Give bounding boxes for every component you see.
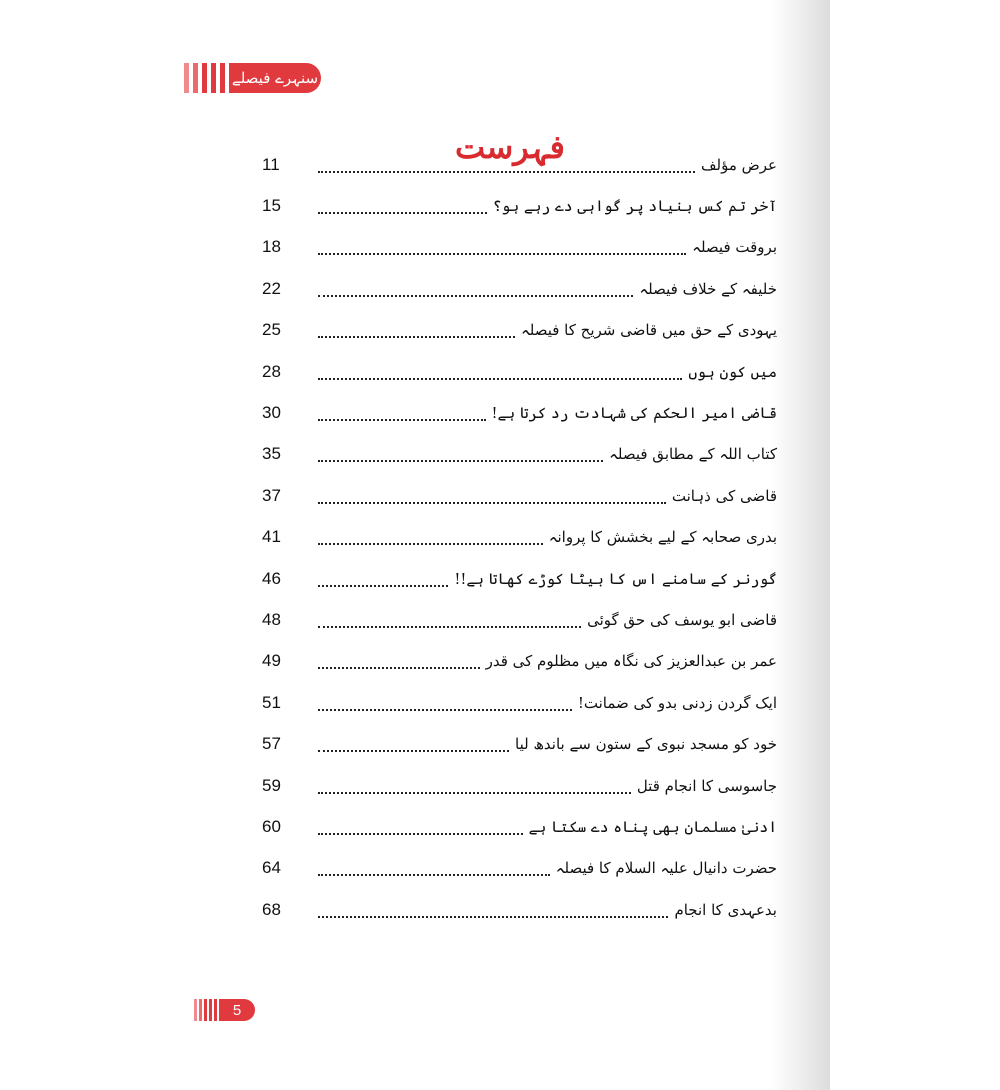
dot-leader — [318, 823, 523, 835]
dot-leader — [318, 699, 572, 711]
dot-leader — [318, 243, 687, 256]
running-header: سنہرے فیصلے — [184, 63, 321, 93]
dot-leader — [318, 326, 515, 339]
entry-title: عمر بن عبدالعزیز کی نگاہ میں مظلوم کی قد… — [485, 652, 777, 671]
entry-page: 22 — [262, 278, 281, 298]
dot-leader — [318, 657, 480, 670]
entry-page: 64 — [262, 858, 281, 878]
entry-title: یہودی کے حق میں قاضی شریح کا فیصلہ — [520, 321, 777, 340]
entry-title: ادنیٰ مسلمان بھی پناہ دے سکتا ہے — [528, 817, 777, 836]
entry-title: قاضی کی ذہانت — [671, 486, 777, 505]
toc-entry: میں کون ہوں 28 — [262, 351, 777, 392]
toc-entry: آخر تم کس بنیاد پر گواہی دے رہے ہو؟ 15 — [262, 185, 777, 226]
entry-page: 11 — [262, 154, 280, 174]
entry-title: آخر تم کس بنیاد پر گواہی دے رہے ہو؟ — [492, 197, 777, 216]
entry-page: 51 — [262, 692, 281, 712]
book-page: سنہرے فیصلے فہرست عرض مؤلف 11 آخر تم کس بن… — [0, 0, 830, 1090]
entry-title: میں کون ہوں — [688, 362, 777, 381]
dot-leader — [318, 285, 634, 297]
entry-title: بدعہدی کا انجام — [674, 900, 777, 919]
header-stripes — [184, 63, 225, 93]
toc-entry: خود کو مسجد نبوی کے ستون سے باندھ لیا 57 — [262, 723, 777, 764]
entry-title: ایک گردن زدنی بدو کی ضمانت! — [577, 693, 777, 712]
toc-entry: کتاب اللہ کے مطابق فیصلہ 35 — [262, 434, 777, 475]
dot-leader — [318, 616, 582, 628]
dot-leader — [318, 533, 543, 546]
toc-entry: قاضی ابو یوسف کی حق گوئی 48 — [262, 599, 777, 640]
entry-title: گورنر کے سامنے اس کا بیٹا کوڑے کھاتا ہے!… — [454, 569, 777, 588]
toc-entry: حضرت دانیال علیہ السلام کا فیصلہ 64 — [262, 848, 777, 889]
toc-entry: جاسوسی کا انجام قتل 59 — [262, 765, 777, 806]
page-title: فہرست — [455, 128, 565, 166]
toc-entry: بروقت فیصلہ 18 — [262, 227, 777, 268]
dot-leader — [318, 906, 669, 918]
toc-entry: بدعہدی کا انجام 68 — [262, 889, 777, 930]
toc-entry: عمر بن عبدالعزیز کی نگاہ میں مظلوم کی قد… — [262, 641, 777, 682]
entry-page: 37 — [262, 485, 281, 505]
entry-page: 18 — [262, 237, 281, 257]
entry-page: 15 — [262, 196, 281, 216]
dot-leader — [318, 575, 449, 587]
entry-page: 25 — [262, 320, 281, 340]
toc-entry: قاضی امیر الحکم کی شہادت رد کرتا ہے! 30 — [262, 392, 777, 433]
toc-entry: عرض مؤلف 11 — [262, 144, 777, 185]
entry-page: 30 — [262, 403, 281, 423]
entry-page: 60 — [262, 816, 281, 836]
entry-page: 49 — [262, 651, 281, 671]
toc-entry: گورنر کے سامنے اس کا بیٹا کوڑے کھاتا ہے!… — [262, 558, 777, 599]
entry-page: 46 — [262, 568, 281, 588]
entry-title: جاسوسی کا انجام قتل — [636, 776, 777, 795]
entry-title: قاضی امیر الحکم کی شہادت رد کرتا ہے! — [491, 404, 778, 423]
toc-entry: یہودی کے حق میں قاضی شریح کا فیصلہ 25 — [262, 310, 777, 351]
dot-leader — [318, 409, 486, 422]
entry-page: 28 — [262, 361, 281, 381]
entry-page: 48 — [262, 609, 281, 629]
book-title: سنہرے فیصلے — [229, 63, 321, 93]
dot-leader — [318, 450, 604, 463]
toc-entry: ادنیٰ مسلمان بھی پناہ دے سکتا ہے 60 — [262, 806, 777, 847]
entry-page: 57 — [262, 734, 281, 754]
entry-page: 68 — [262, 899, 281, 919]
table-of-contents: عرض مؤلف 11 آخر تم کس بنیاد پر گواہی دے رہ… — [262, 144, 777, 930]
entry-title: بدری صحابہ کے لیے بخشش کا پروانہ — [548, 528, 777, 547]
entry-page: 59 — [262, 775, 281, 795]
entry-title: خلیفہ کے خلاف فیصلہ — [639, 279, 777, 298]
dot-leader — [318, 202, 487, 215]
dot-leader — [318, 161, 695, 173]
toc-entry: بدری صحابہ کے لیے بخشش کا پروانہ 41 — [262, 517, 777, 558]
entry-page: 41 — [262, 527, 281, 547]
dot-leader — [318, 782, 631, 794]
entry-title: بروقت فیصلہ — [692, 238, 777, 257]
entry-page: 35 — [262, 444, 281, 464]
entry-title: عرض مؤلف — [700, 155, 777, 174]
entry-title: کتاب اللہ کے مطابق فیصلہ — [609, 445, 777, 464]
entry-title: قاضی ابو یوسف کی حق گوئی — [587, 610, 777, 629]
page-footer: 5 — [194, 999, 255, 1021]
page-number: 5 — [219, 999, 255, 1021]
toc-entry: خلیفہ کے خلاف فیصلہ 22 — [262, 268, 777, 309]
dot-leader — [318, 492, 666, 504]
dot-leader — [318, 368, 683, 380]
entry-title: حضرت دانیال علیہ السلام کا فیصلہ — [555, 859, 777, 878]
dot-leader — [318, 864, 550, 877]
footer-stripes — [194, 999, 217, 1021]
dot-leader — [318, 740, 510, 753]
entry-title: خود کو مسجد نبوی کے ستون سے باندھ لیا — [515, 735, 777, 754]
toc-entry: قاضی کی ذہانت 37 — [262, 475, 777, 516]
toc-entry: ایک گردن زدنی بدو کی ضمانت! 51 — [262, 682, 777, 723]
